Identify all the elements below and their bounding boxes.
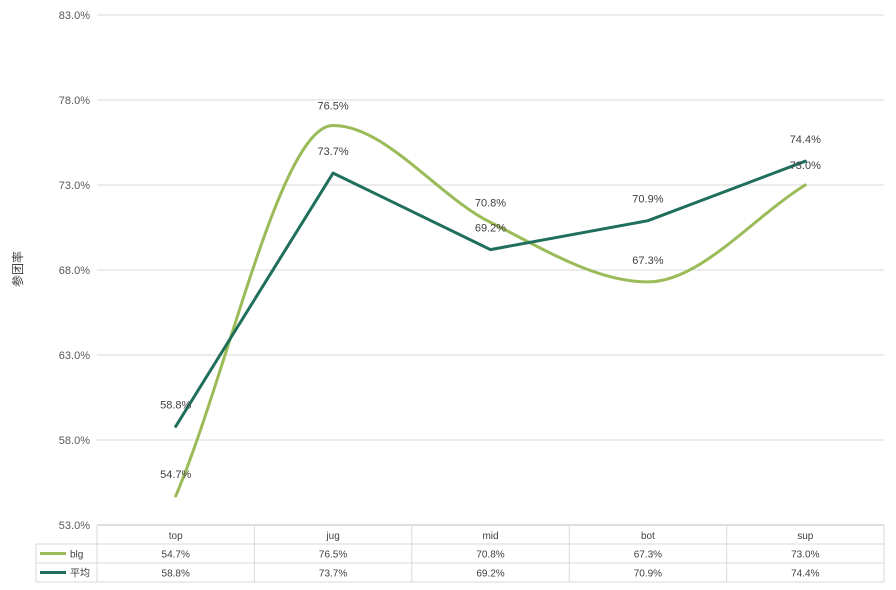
data-label: 76.5%: [317, 101, 348, 113]
data-label: 70.9%: [632, 194, 663, 206]
y-tick-label: 83.0%: [59, 10, 90, 22]
category-label: jug: [325, 531, 339, 542]
series-line-blg: [174, 124, 807, 498]
y-tick-label: 53.0%: [59, 520, 90, 532]
y-tick-label: 68.0%: [59, 265, 90, 277]
table-cell: 70.8%: [476, 550, 504, 561]
series-line-avg: [174, 159, 807, 428]
data-label: 73.0%: [790, 160, 821, 172]
data-label: 58.8%: [160, 399, 191, 411]
y-tick-label: 63.0%: [59, 350, 90, 362]
data-label: 73.7%: [317, 146, 348, 158]
y-tick-label: 58.0%: [59, 435, 90, 447]
table-cell: 76.5%: [319, 550, 347, 561]
legend-label: 平均: [70, 568, 90, 580]
y-tick-label: 78.0%: [59, 95, 90, 107]
y-axis: 53.0% 58.0% 63.0% 68.0% 73.0% 78.0% 83.0%: [59, 10, 90, 532]
y-axis-label: 参团率: [10, 251, 25, 287]
gridlines: [97, 14, 884, 441]
data-labels: 54.7% 76.5% 70.8% 67.3% 73.0% 58.8% 73.7% 69.2%…: [160, 101, 821, 482]
y-tick-label: 73.0%: [59, 180, 90, 192]
table-cell: 73.7%: [319, 569, 347, 580]
data-label: 69.2%: [475, 223, 506, 235]
data-label: 54.7%: [160, 469, 191, 481]
category-label: sup: [797, 531, 814, 542]
data-label: 67.3%: [632, 255, 663, 267]
table-cell: 74.4%: [791, 569, 819, 580]
table-cell: 58.8%: [162, 569, 190, 580]
category-label: bot: [641, 531, 655, 542]
series-lines: [174, 124, 807, 498]
data-table: top jug mid bot sup blg 54.7% 76.5% 70.8% 67.3% 73…: [35, 524, 885, 583]
table-cell: 73.0%: [791, 550, 819, 561]
category-label: top: [169, 531, 183, 542]
category-label: mid: [482, 531, 498, 542]
table-cell: 69.2%: [476, 569, 504, 580]
table-cell: 54.7%: [162, 550, 190, 561]
table-cell: 70.9%: [634, 569, 662, 580]
legend-label: blg: [70, 550, 83, 561]
data-label: 70.8%: [475, 197, 506, 209]
table-cell: 67.3%: [634, 550, 662, 561]
data-label: 74.4%: [790, 134, 821, 146]
